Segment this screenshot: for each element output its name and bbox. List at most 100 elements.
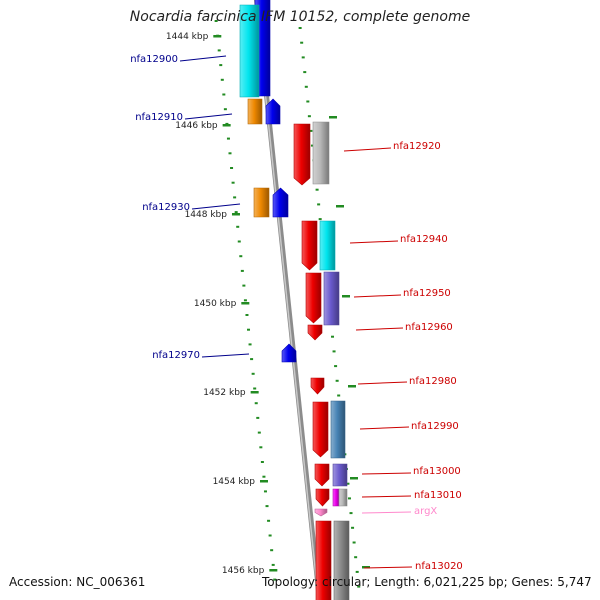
gene-label: nfa12940 xyxy=(400,234,448,245)
tick-dot xyxy=(248,343,252,346)
gene-feature xyxy=(253,187,270,218)
topology-text: Topology: circular; Length: 6,021,225 bp… xyxy=(262,575,592,589)
callout-line xyxy=(361,511,412,514)
gene-feature xyxy=(315,488,330,507)
tick-dot xyxy=(357,585,361,588)
gene-feature xyxy=(338,488,348,507)
tick-dot xyxy=(351,526,355,529)
scale-label: 1450 kbp xyxy=(194,299,237,309)
gene-label: nfa12910 xyxy=(135,112,183,123)
tick-dot xyxy=(306,100,310,103)
gene-features xyxy=(239,0,350,600)
tick-dot xyxy=(301,56,305,59)
tick-dot xyxy=(243,299,247,302)
tick-dot xyxy=(230,167,234,169)
tick-dot xyxy=(228,152,232,155)
gene-feature xyxy=(281,343,297,363)
tick-dot xyxy=(349,512,353,515)
gene-label: nfa12900 xyxy=(130,54,178,65)
gene-label: argX xyxy=(414,506,437,517)
gene-label: nfa12950 xyxy=(403,288,451,299)
tick-dot xyxy=(310,144,314,147)
tick-dot xyxy=(303,71,307,74)
scale-tick xyxy=(250,391,259,394)
tick-dot xyxy=(233,196,237,199)
tick-dot xyxy=(245,314,249,316)
gene-feature xyxy=(312,401,329,458)
tick-dot xyxy=(231,181,235,184)
tick-dot xyxy=(300,41,304,44)
tick-dot xyxy=(256,416,260,419)
gene-feature xyxy=(314,508,328,517)
scale-label: 1446 kbp xyxy=(175,121,218,131)
scale-tick xyxy=(348,385,356,388)
tick-dot xyxy=(250,358,254,361)
tick-dot xyxy=(234,211,238,214)
tick-dot xyxy=(226,137,230,140)
tick-dot xyxy=(240,269,244,272)
gene-feature xyxy=(330,400,346,459)
tick-dot xyxy=(355,570,359,573)
tick-dot xyxy=(309,129,313,132)
gene-feature xyxy=(265,98,281,125)
scale-ticks: 1444 kbp 1446 kbp 1448 kbp 1450 kbp 1452 kbp… xyxy=(166,32,370,576)
scale-label: 1456 kbp xyxy=(222,566,265,576)
scale-label: 1444 kbp xyxy=(166,32,209,42)
tick-dot xyxy=(268,534,272,537)
tick-dot xyxy=(352,541,356,544)
callout-line xyxy=(343,147,392,152)
callout-line xyxy=(363,566,413,569)
callout-line xyxy=(361,472,412,475)
tick-dot xyxy=(220,78,224,81)
scale-tick xyxy=(269,569,278,572)
tick-dot xyxy=(236,225,240,228)
gene-feature xyxy=(305,272,322,324)
callout-line xyxy=(357,381,408,385)
scale-tick xyxy=(231,213,240,216)
gene-feature xyxy=(247,98,263,125)
gene-feature xyxy=(272,187,289,218)
tick-dot xyxy=(346,482,350,485)
genome-backbone-highlight xyxy=(254,0,320,600)
tick-dot xyxy=(219,64,223,67)
tick-dot xyxy=(318,218,322,221)
gene-label: nfa12970 xyxy=(152,350,200,361)
callout-line xyxy=(349,240,399,244)
gene-feature xyxy=(319,220,336,271)
tick-dot xyxy=(262,475,266,478)
callout-line xyxy=(184,113,233,120)
tick-dot xyxy=(270,549,274,552)
tick-dot xyxy=(265,505,269,508)
tick-dot xyxy=(237,240,241,243)
scale-tick xyxy=(259,480,268,483)
tick-dot xyxy=(259,446,263,449)
accession-text: Accession: NC_006361 xyxy=(9,575,146,589)
gene-feature xyxy=(314,463,330,487)
gene-callouts: nfa12900 nfa12910 nfa12920 nfa12930 nfa12940… xyxy=(130,54,463,572)
tick-dot xyxy=(317,203,321,206)
tick-dot xyxy=(334,365,338,368)
tick-dot xyxy=(267,519,271,522)
gene-feature xyxy=(315,520,332,600)
gene-label: nfa13010 xyxy=(414,490,462,501)
callout-line xyxy=(353,294,402,298)
tick-dot xyxy=(242,284,246,287)
gene-label: nfa12920 xyxy=(393,141,441,152)
gene-feature xyxy=(239,4,260,98)
tick-dot xyxy=(337,394,341,397)
gene-label: nfa12960 xyxy=(405,322,453,333)
tick-dot xyxy=(223,108,227,111)
tick-dot xyxy=(254,402,258,405)
gene-feature xyxy=(307,324,323,341)
scale-tick xyxy=(222,124,231,127)
tick-dot xyxy=(217,49,221,52)
scale-tick xyxy=(329,116,337,119)
gene-feature xyxy=(310,377,325,395)
tick-dot xyxy=(260,461,264,463)
scale-label: 1448 kbp xyxy=(185,210,228,220)
tick-dot xyxy=(298,27,302,29)
scale-label: 1452 kbp xyxy=(203,388,246,398)
tick-dot xyxy=(253,387,257,390)
tick-dot xyxy=(304,85,308,88)
